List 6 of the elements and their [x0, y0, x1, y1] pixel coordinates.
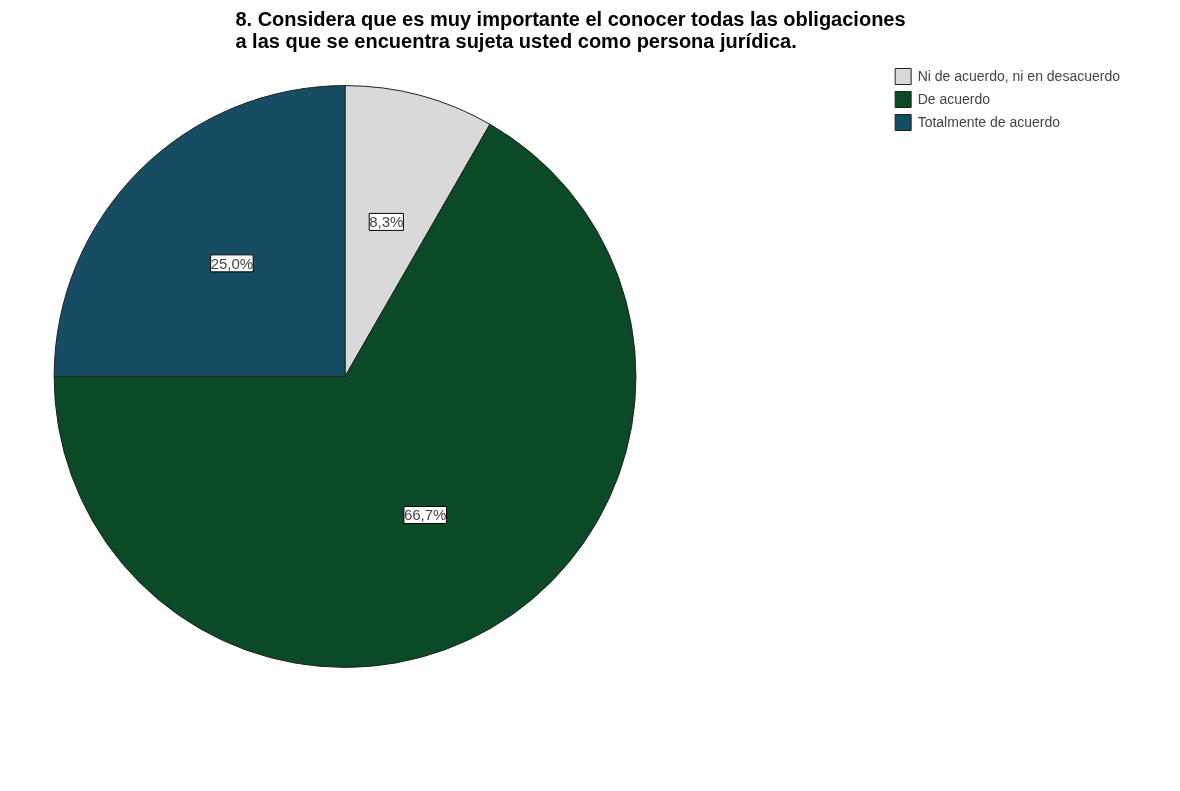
legend-label: Totalmente de acuerdo: [917, 114, 1061, 130]
chart-title: 8. Considera que es muy importante el conocer todas las obligaciones a las que se encuentra sujeta usted como persona jurídica.: [235, 7, 906, 52]
legend-label: Ni de acuerdo, ni en desacuerdo: [917, 68, 1120, 84]
data-label: 25,0%: [210, 254, 254, 272]
data-label: 8,3%: [369, 213, 404, 231]
legend-label: De acuerdo: [917, 91, 991, 107]
